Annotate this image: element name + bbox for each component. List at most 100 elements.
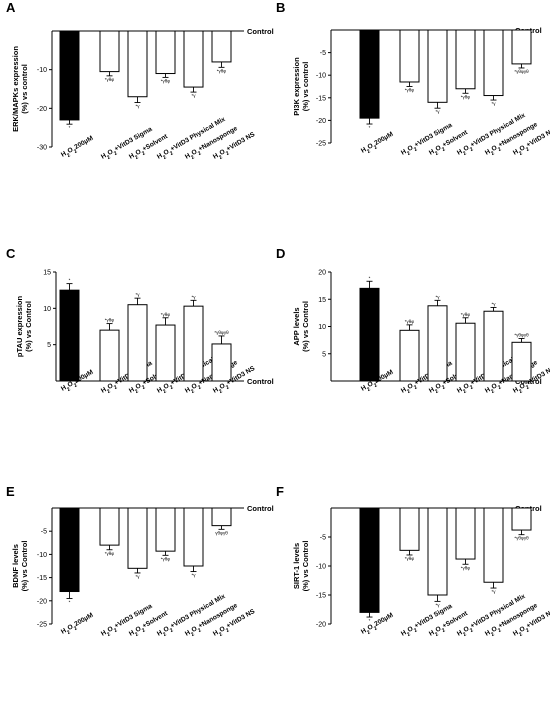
bar [359, 507, 380, 613]
significance-label: *γθφ [405, 556, 415, 561]
significance-label: *γθφ [405, 319, 415, 324]
bar [183, 507, 204, 567]
y-axis-title: (%) vs Control [301, 541, 310, 592]
chart-panel-b: B-5-10-15-20-25ControlPI3K expression(%)… [276, 0, 550, 158]
bar [99, 329, 120, 382]
y-axis-title: SIRT-1 levels [292, 543, 301, 589]
significance-label: *γθφ [105, 77, 115, 82]
bar [359, 29, 380, 119]
y-tick-label: -10 [37, 552, 47, 559]
y-axis-title: (%) vs Control [20, 541, 29, 592]
significance-label: *γθφγθ [514, 536, 529, 541]
y-tick-label: -10 [37, 67, 47, 74]
significance-label: *γ [435, 294, 440, 299]
bar [511, 507, 532, 531]
bar [483, 310, 504, 382]
bar [211, 30, 232, 63]
panel-letter: F [276, 484, 284, 499]
significance-label: *γ [491, 301, 496, 306]
bar [155, 30, 176, 75]
panel-letter: A [6, 0, 16, 15]
bar [59, 289, 80, 382]
significance-label: *γ [135, 292, 140, 297]
y-tick-label: -15 [316, 593, 326, 600]
y-axis-title: PI3K expression [292, 57, 301, 116]
y-axis-title: ERK/MAPKs expression [11, 46, 20, 132]
significance-label: *γθφ [161, 312, 171, 317]
y-tick-label: -20 [37, 106, 47, 113]
significance-label: *γθφ [105, 318, 115, 323]
y-tick-label: -25 [316, 141, 326, 148]
y-axis-title: APP levels [292, 307, 301, 345]
bar [455, 507, 476, 560]
y-tick-label: -30 [37, 145, 47, 152]
bar [183, 30, 204, 88]
bar [127, 30, 148, 98]
significance-label: *γθφ [405, 88, 415, 93]
significance-label: *γθφ [105, 551, 115, 556]
bar [183, 305, 204, 382]
y-tick-label: -15 [37, 575, 47, 582]
bar [511, 341, 532, 382]
significance-label: *γ [191, 93, 196, 98]
y-tick-label: -20 [316, 622, 326, 629]
y-tick-label: 10 [318, 324, 326, 331]
bar [59, 30, 80, 121]
y-tick-label: -5 [41, 529, 47, 536]
significance-label: *γ [135, 104, 140, 109]
y-tick-label: -5 [320, 535, 326, 542]
y-tick-label: 20 [318, 270, 326, 277]
panel-letter: E [6, 484, 15, 499]
bar [127, 507, 148, 569]
y-tick-label: -20 [316, 118, 326, 125]
y-axis-title: (%) vs Control [301, 301, 310, 352]
y-axis-title: pTAU expression [15, 296, 24, 358]
category-label: H2O2200µM [360, 612, 396, 639]
control-label: Control [247, 27, 274, 36]
y-tick-label: -10 [316, 564, 326, 571]
y-tick-label: -5 [320, 50, 326, 57]
chart-panel-e: E -5 -10 -15 -20 -25 Control BDNF levels (%) vs … [6, 484, 274, 639]
y-tick-label: 5 [47, 342, 51, 349]
y-axis-title: BDNF levels [11, 544, 20, 588]
significance-label: *γ [435, 602, 440, 607]
control-label: Control [247, 504, 274, 513]
bar [99, 30, 120, 73]
significance-label: *γθφ [217, 68, 227, 73]
significance-label: * [369, 618, 371, 623]
bar [455, 322, 476, 382]
category-label: H2O2200µM [60, 612, 96, 639]
significance-label: * [369, 125, 371, 130]
chart-panel-c: C 5 10 15 Control pTAU expression (%) vs Contr… [6, 246, 274, 395]
y-tick-label: -25 [37, 622, 47, 629]
y-tick-label: -15 [316, 95, 326, 102]
bar [59, 507, 80, 593]
control-label: Control [515, 377, 542, 386]
chart-panel-d: D 5 10 15 20 Control APP levels (%) vs Control *… [276, 246, 550, 395]
significance-label: *γ [135, 574, 140, 579]
significance-label: *γθφ [461, 312, 471, 317]
bar [455, 29, 476, 90]
significance-label: * [369, 275, 371, 280]
y-tick-label: 15 [43, 270, 51, 277]
significance-label: *γθφ [461, 94, 471, 99]
y-axis-title: (%) vs Control [24, 301, 33, 352]
chart-panel-f: F-5-10-15-20ControlSIRT-1 levels(%) vs C… [276, 484, 550, 639]
significance-label: *γθφ [161, 556, 171, 561]
bar [155, 507, 176, 552]
significance-label: γθφγθ [215, 530, 228, 535]
category-label: H2O2200µM [360, 131, 396, 158]
panel-letter: C [6, 246, 16, 261]
significance-label: *γθφγθ [514, 69, 529, 74]
bar [211, 507, 232, 527]
significance-label: * [69, 125, 71, 130]
panel-letter: D [276, 246, 285, 261]
significance-label: * [69, 278, 71, 283]
significance-label: *γ [491, 589, 496, 594]
bar [359, 287, 380, 382]
bar [427, 29, 448, 103]
y-tick-label: 5 [322, 351, 326, 358]
y-tick-label: -10 [316, 73, 326, 80]
significance-label: *γθφ [161, 78, 171, 83]
